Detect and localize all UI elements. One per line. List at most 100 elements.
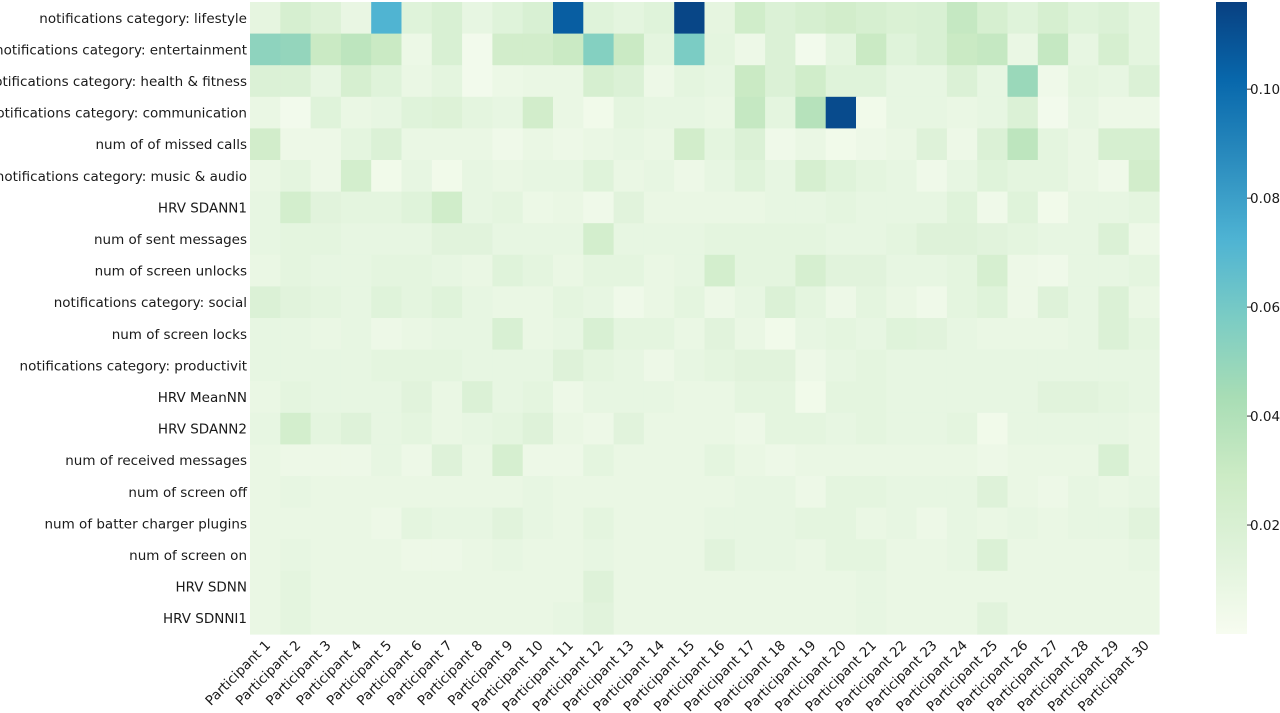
heatmap-cell <box>674 570 706 603</box>
heatmap-cell <box>1037 191 1069 224</box>
y-tick-label: num of screen on <box>129 548 247 564</box>
heatmap-cell <box>765 444 796 477</box>
heatmap-cell <box>1098 128 1130 161</box>
y-tick-label: num of screen unlocks <box>95 264 247 280</box>
heatmap-cell <box>765 2 796 35</box>
heatmap-cell <box>340 254 372 287</box>
heatmap-cell <box>613 570 645 603</box>
heatmap-cell <box>492 539 524 572</box>
heatmap-cell <box>795 65 827 98</box>
heatmap-cell <box>583 602 615 635</box>
heatmap-cell <box>1037 381 1069 414</box>
heatmap-cell <box>1068 33 1099 66</box>
heatmap-cell <box>765 318 796 351</box>
colorbar-tick-label: 0.02 <box>1250 518 1280 534</box>
y-tick-label: notifications category: music & audio <box>0 169 247 185</box>
heatmap-cell <box>340 476 372 509</box>
heatmap-cell <box>643 570 675 603</box>
y-tick-label: num of of missed calls <box>95 137 247 153</box>
heatmap-cell <box>1037 128 1069 161</box>
y-tick-label: notifications category: entertainment <box>0 42 247 58</box>
heatmap-cell <box>553 539 584 572</box>
heatmap-cell <box>825 223 857 256</box>
heatmap-cell <box>825 602 857 635</box>
heatmap-cell <box>1098 286 1130 319</box>
heatmap-cell <box>977 476 1009 509</box>
heatmap-cell <box>977 223 1009 256</box>
heatmap-cell <box>462 476 493 509</box>
heatmap-cell <box>977 254 1009 287</box>
heatmap-cell <box>765 602 796 635</box>
heatmap-cell <box>522 444 554 477</box>
heatmap-cell <box>462 381 493 414</box>
heatmap-cell <box>674 349 706 382</box>
heatmap-cell <box>765 160 796 193</box>
heatmap-cell <box>431 33 463 66</box>
heatmap-cell <box>825 539 857 572</box>
heatmap-cell <box>613 254 645 287</box>
heatmap-cell <box>825 128 857 161</box>
heatmap-cell <box>462 570 493 603</box>
heatmap-cell <box>583 65 615 98</box>
heatmap-cell <box>856 254 887 287</box>
heatmap-cell <box>613 33 645 66</box>
heatmap-cell <box>946 381 978 414</box>
heatmap-cell <box>613 191 645 224</box>
heatmap-cell <box>401 381 433 414</box>
heatmap-cell <box>250 128 281 161</box>
heatmap-cell <box>1007 191 1039 224</box>
heatmap-cell <box>674 444 706 477</box>
heatmap-cell <box>583 254 615 287</box>
heatmap-cell <box>280 286 312 319</box>
heatmap-cell <box>431 381 463 414</box>
heatmap-cell <box>371 286 403 319</box>
heatmap-cell <box>583 33 615 66</box>
heatmap-cell <box>916 412 948 445</box>
heatmap-cell <box>734 33 766 66</box>
heatmap-cell <box>674 507 706 540</box>
heatmap-cell <box>1007 602 1039 635</box>
heatmap-cell <box>431 412 463 445</box>
heatmap-cell <box>613 507 645 540</box>
heatmap-cell <box>371 318 403 351</box>
heatmap-cell <box>734 476 766 509</box>
heatmap-cell <box>1007 128 1039 161</box>
heatmap-cell <box>431 444 463 477</box>
heatmap-cell <box>704 539 736 572</box>
heatmap-cell <box>734 570 766 603</box>
heatmap-cell <box>1128 349 1160 382</box>
heatmap-cell <box>886 318 918 351</box>
heatmap-cell <box>856 128 887 161</box>
heatmap-cell <box>856 570 887 603</box>
heatmap-cell <box>1098 318 1130 351</box>
heatmap-cell <box>371 539 403 572</box>
heatmap-cell <box>1128 570 1160 603</box>
heatmap-cell <box>613 2 645 35</box>
heatmap-cell <box>886 160 918 193</box>
heatmap-cell <box>492 602 524 635</box>
heatmap-cell <box>916 2 948 35</box>
heatmap-cell <box>553 349 584 382</box>
heatmap-cell <box>795 128 827 161</box>
heatmap-cell <box>583 539 615 572</box>
heatmap-cell <box>431 539 463 572</box>
heatmap-cell <box>643 65 675 98</box>
heatmap-cell <box>553 602 584 635</box>
heatmap-cell <box>553 444 584 477</box>
heatmap-cell <box>795 254 827 287</box>
heatmap-cell <box>522 65 554 98</box>
heatmap-cell <box>795 2 827 35</box>
y-tick-label: HRV SDANN1 <box>158 200 247 216</box>
heatmap-cell <box>583 381 615 414</box>
heatmap-cell <box>1037 507 1069 540</box>
heatmap-cell <box>886 96 918 129</box>
heatmap-cell <box>1098 539 1130 572</box>
heatmap-cell <box>371 2 403 35</box>
heatmap-cell <box>462 65 493 98</box>
heatmap-cell <box>553 96 584 129</box>
heatmap-cell <box>977 65 1009 98</box>
heatmap-cell <box>431 349 463 382</box>
heatmap-cell <box>946 476 978 509</box>
heatmap-cell <box>1037 65 1069 98</box>
heatmap-cell <box>583 444 615 477</box>
